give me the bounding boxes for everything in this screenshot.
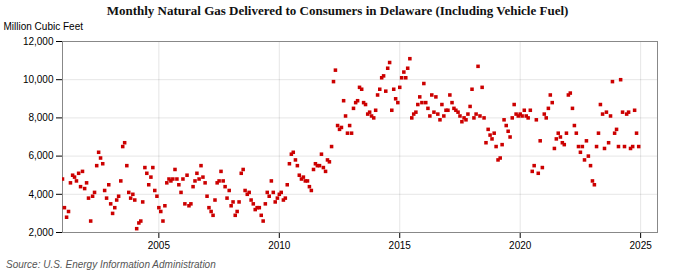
- svg-text:2010: 2010: [268, 240, 291, 251]
- svg-text:6,000: 6,000: [28, 150, 53, 161]
- svg-text:2020: 2020: [509, 240, 532, 251]
- svg-text:2015: 2015: [389, 240, 412, 251]
- svg-text:10,000: 10,000: [23, 74, 54, 85]
- html-text:Monthly Natural Gas Delivered: Monthly Natural Gas Delivered to Consume…: [106, 3, 569, 18]
- svg-text:2005: 2005: [148, 240, 171, 251]
- svg-text:8,000: 8,000: [28, 112, 53, 123]
- svg-text:2025: 2025: [630, 240, 653, 251]
- html-text:Source: U.S. Energy Informatio: Source: U.S. Energy Information Administ…: [6, 259, 216, 270]
- svg-text:4,000: 4,000: [28, 189, 53, 200]
- svg-text:12,000: 12,000: [23, 36, 54, 47]
- svg-text:Million Cubic Feet: Million Cubic Feet: [4, 21, 84, 32]
- svg-text:2,000: 2,000: [28, 227, 53, 238]
